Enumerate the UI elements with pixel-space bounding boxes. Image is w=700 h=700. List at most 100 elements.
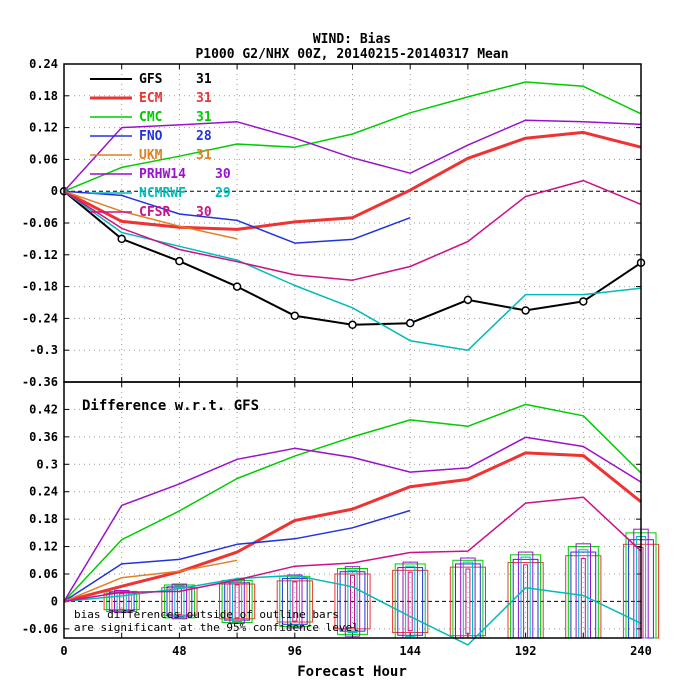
series-marker-gfs [579,297,588,306]
confidence-bar [462,561,473,639]
series-marker-gfs [521,306,530,315]
confidence-bar [452,559,484,639]
series-marker-gfs [405,318,415,328]
y-tick-label-0.06: 0.06 [29,567,58,581]
y-tick-label-0.24: 0.24 [29,485,58,499]
y-tick-label--0.18: -0.18 [22,280,58,294]
x-tick-label-48: 48 [172,644,186,658]
confidence-bar [163,584,195,619]
series-marker-gfs [232,282,242,291]
y-tick-label--0.12: -0.12 [22,248,58,262]
confidence-bar [169,586,190,617]
y-tick-label-0.12: 0.12 [29,540,58,554]
bottom-panel-title: Difference w.r.t. GFS [82,398,259,414]
legend-label-fno: FNO [139,129,163,144]
legend-count-ukm: 31 [196,148,212,163]
y-tick-label--0.06: -0.06 [22,622,58,636]
y-tick-label-0.18: 0.18 [29,512,58,526]
top-bias-panel: 0.24 0.18 0.12 0.06 0 -0.06 -0.12 -0.18 -0.24 -0.… [22,57,646,389]
y-tick-label-0: 0 [51,594,58,608]
confidence-bar [279,575,311,628]
x-tick-label-0: 0 [60,644,67,658]
confidence-bar [292,581,298,622]
chart-subtitle: P1000 G2/NHX 00Z, 20140215-20140317 Mean [195,47,508,62]
legend-label-cfsr: CFSR [139,205,170,220]
y-tick-label--0.3: -0.3 [29,343,58,357]
legend-count-fno: 28 [196,129,212,144]
significance-note-line-1: bias differences outside of outline bars [74,608,339,621]
legend-label-ukm: UKM [139,148,163,163]
confidence-bar [397,567,424,636]
series-line-ukm [63,190,238,240]
x-tick-label-240: 240 [630,644,652,658]
series-marker-gfs [290,311,300,320]
confidence-bar [347,569,358,634]
y-tick-label-0: 0 [51,184,58,198]
confidence-bar [334,573,371,630]
legend-label-ncmrwf: NCMRWF [139,186,186,201]
confidence-bar [449,566,486,637]
series-line-prhw14 [63,119,642,192]
series-line-ukm [63,559,238,603]
series-marker-gfs [175,256,184,266]
confidence-bar [234,584,240,619]
confidence-bar [405,565,416,638]
confidence-bar [344,566,361,637]
series-line-cfsr [63,179,642,281]
confidence-bar [119,593,125,610]
x-tick-label-144: 144 [399,644,421,658]
confidence-bar [289,577,300,626]
y-tick-label-0.06: 0.06 [29,152,58,166]
confidence-bar [407,571,413,632]
x-tick-label-96: 96 [288,644,302,658]
legend-count-ecm: 31 [196,91,212,106]
y-tick-label-0.42: 0.42 [29,402,58,416]
series-line-ecm [63,451,642,603]
series-line-fno [63,190,411,244]
confidence-bar [174,585,185,618]
confidence-bar [219,583,256,620]
legend-label-prhw14: PRHW14 [139,167,186,182]
confidence-bar [281,578,308,625]
confidence-bar [392,569,429,634]
series-marker-gfs [463,295,473,305]
legend-label-gfs: GFS [139,72,163,87]
bottom-panel-frame [63,381,642,639]
legend-label-ecm: ECM [139,91,163,106]
y-tick-label-0.3: 0.3 [36,457,58,471]
x-tick-label-192: 192 [515,644,537,658]
legend-count-cmc: 31 [196,110,212,125]
confidence-bar [226,582,248,621]
series-line-ecm [63,130,642,231]
x-axis-label: Forecast Hour [297,664,407,680]
confidence-bar [580,557,586,639]
series-line-cmc [63,403,642,602]
confidence-bar [114,589,130,613]
legend-count-prhw14: 30 [215,167,231,182]
y-tick-label--0.06: -0.06 [22,216,58,230]
chart-title: WIND: Bias [313,32,391,47]
series-line-cmc [63,81,642,192]
y-tick-label-0.36: 0.36 [29,430,58,444]
series-line-cfsr [63,496,642,603]
series-marker-gfs [348,320,357,330]
confidence-bar [512,558,539,639]
y-tick-label-0.18: 0.18 [29,89,58,103]
legend-count-cfsr: 30 [196,205,212,220]
legend-count-ncmrwf: 29 [215,186,231,201]
confidence-bar [350,574,355,628]
confidence-bar [339,571,366,632]
bottom-difference-panel: 0.420.360.30.240.180.120.060-0.060 48 96 14… [22,381,660,658]
confidence-bar [276,580,313,623]
confidence-bar [578,549,589,639]
series-line-fno [63,509,411,603]
series-marker-gfs [117,234,126,244]
confidence-bar [465,568,471,635]
legend-count-gfs: 31 [196,72,212,87]
y-tick-label-0.12: 0.12 [29,121,58,135]
significance-note-line-2: are significant at the 95% confidence le… [74,621,359,634]
confidence-bar [337,568,368,635]
y-tick-label-0.24: 0.24 [29,57,58,71]
y-tick-label--0.36: -0.36 [22,375,58,389]
